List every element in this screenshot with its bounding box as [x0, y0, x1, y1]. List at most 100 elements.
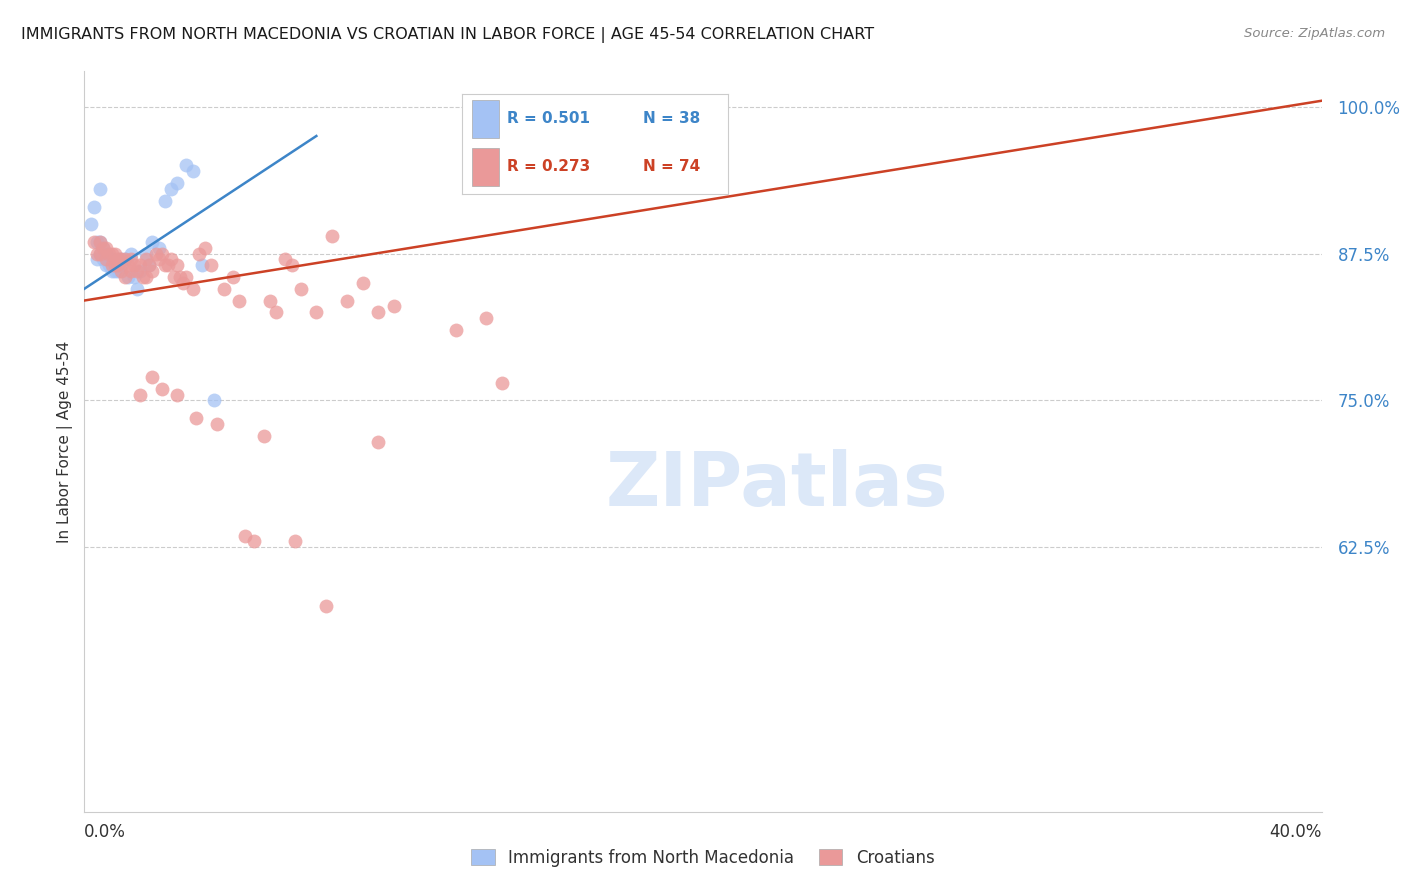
- Point: [156, 258, 179, 272]
- Point: [86, 246, 108, 260]
- Point: [120, 264, 142, 278]
- Point: [212, 282, 235, 296]
- Point: [166, 387, 188, 401]
- Point: [148, 241, 170, 255]
- Text: IMMIGRANTS FROM NORTH MACEDONIA VS CROATIAN IN LABOR FORCE | AGE 45-54 CORRELATI: IMMIGRANTS FROM NORTH MACEDONIA VS CROAT…: [21, 27, 875, 43]
- Point: [191, 258, 214, 272]
- Point: [104, 264, 127, 278]
- Point: [150, 246, 173, 260]
- Point: [129, 264, 152, 278]
- Point: [367, 305, 389, 319]
- Point: [94, 246, 117, 260]
- Point: [305, 305, 328, 319]
- Point: [228, 293, 250, 308]
- Point: [491, 376, 513, 390]
- Point: [150, 382, 173, 396]
- Point: [367, 434, 389, 449]
- Point: [120, 252, 142, 267]
- Point: [153, 258, 176, 272]
- Point: [290, 282, 312, 296]
- Text: 0.0%: 0.0%: [84, 823, 127, 841]
- Point: [315, 599, 337, 613]
- Point: [89, 246, 111, 260]
- Point: [506, 100, 529, 114]
- Point: [253, 428, 276, 442]
- Point: [86, 235, 108, 249]
- Point: [83, 200, 105, 214]
- Point: [194, 241, 217, 255]
- Point: [321, 228, 343, 243]
- Point: [107, 264, 129, 278]
- Point: [153, 194, 176, 208]
- Point: [222, 270, 245, 285]
- Point: [184, 411, 207, 425]
- Point: [202, 393, 225, 408]
- Point: [280, 258, 302, 272]
- Point: [125, 282, 148, 296]
- Point: [117, 258, 139, 272]
- Point: [91, 252, 114, 267]
- Point: [181, 282, 204, 296]
- Point: [475, 311, 498, 326]
- Point: [187, 246, 209, 260]
- Point: [172, 276, 194, 290]
- Point: [166, 258, 188, 272]
- Point: [101, 252, 124, 267]
- Point: [176, 270, 198, 285]
- Point: [91, 241, 114, 255]
- Point: [114, 252, 136, 267]
- Point: [444, 323, 467, 337]
- Point: [94, 241, 117, 255]
- Point: [104, 258, 127, 272]
- Point: [110, 258, 132, 272]
- Point: [91, 241, 114, 255]
- Point: [166, 176, 188, 190]
- Point: [145, 246, 167, 260]
- Point: [122, 270, 145, 285]
- Legend: Immigrants from North Macedonia, Croatians: Immigrants from North Macedonia, Croatia…: [465, 842, 941, 874]
- Point: [138, 258, 160, 272]
- Point: [148, 252, 170, 267]
- Point: [89, 235, 111, 249]
- Point: [98, 258, 121, 272]
- Point: [110, 252, 132, 267]
- Point: [141, 264, 163, 278]
- Point: [89, 235, 111, 249]
- Point: [135, 270, 157, 285]
- Point: [89, 246, 111, 260]
- Point: [163, 270, 186, 285]
- Point: [107, 252, 129, 267]
- Point: [336, 293, 359, 308]
- Point: [94, 258, 117, 272]
- Point: [169, 270, 191, 285]
- Point: [274, 252, 297, 267]
- Point: [120, 246, 142, 260]
- Point: [132, 270, 155, 285]
- Point: [207, 417, 229, 431]
- Point: [382, 299, 405, 313]
- Point: [104, 246, 127, 260]
- Point: [243, 534, 266, 549]
- Point: [141, 370, 163, 384]
- Point: [101, 246, 124, 260]
- Point: [122, 258, 145, 272]
- Point: [135, 252, 157, 267]
- Point: [110, 264, 132, 278]
- Point: [101, 264, 124, 278]
- Text: Source: ZipAtlas.com: Source: ZipAtlas.com: [1244, 27, 1385, 40]
- Point: [89, 182, 111, 196]
- Point: [129, 258, 152, 272]
- Point: [141, 235, 163, 249]
- Point: [160, 252, 183, 267]
- Point: [117, 270, 139, 285]
- Point: [86, 252, 108, 267]
- Point: [98, 246, 121, 260]
- Point: [200, 258, 222, 272]
- Point: [259, 293, 281, 308]
- Point: [79, 217, 101, 231]
- Point: [129, 387, 152, 401]
- Point: [352, 276, 374, 290]
- Point: [114, 252, 136, 267]
- Point: [107, 258, 129, 272]
- Point: [107, 258, 129, 272]
